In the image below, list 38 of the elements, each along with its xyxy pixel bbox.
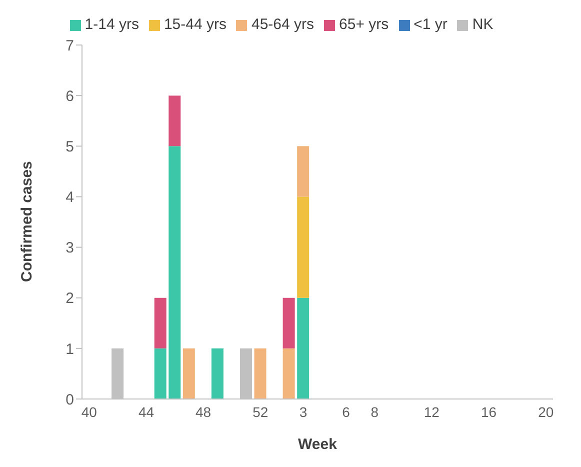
legend-label: 65+ yrs — [339, 16, 389, 33]
x-tick-label: 48 — [196, 404, 212, 420]
bar — [168, 146, 181, 399]
y-axis-title: Confirmed cases — [18, 161, 36, 282]
legend-label: 1-14 yrs — [84, 16, 139, 33]
y-tick-label: 2 — [66, 290, 74, 308]
x-axis-title: Week — [298, 436, 338, 453]
x-tick-label: 52 — [252, 404, 268, 420]
x-tick-label: 44 — [138, 404, 154, 420]
x-tick-label: 20 — [538, 404, 554, 420]
x-tick-label: 12 — [424, 404, 440, 420]
bar — [297, 146, 310, 197]
bar — [154, 348, 166, 399]
y-tick-label: 3 — [66, 240, 74, 257]
legend-label: NK — [472, 16, 494, 33]
x-tick-label: 40 — [81, 404, 98, 420]
bar — [168, 96, 181, 146]
bar — [154, 298, 166, 348]
bar — [297, 298, 310, 399]
legend-label: 15-44 yrs — [164, 16, 226, 33]
x-tick-label: 16 — [480, 404, 497, 420]
y-tick-label: 5 — [66, 138, 74, 156]
y-tick-label: 1 — [66, 340, 74, 358]
y-tick-label: 0 — [66, 391, 74, 408]
x-tick-label: 3 — [299, 404, 308, 420]
bar — [254, 348, 266, 399]
x-tick-label: 8 — [370, 404, 379, 420]
y-tick-label: 4 — [66, 189, 74, 206]
bar — [297, 196, 310, 298]
y-tick-label: 6 — [66, 88, 74, 105]
bar — [182, 348, 195, 399]
bar — [282, 348, 295, 399]
y-tick-label: 7 — [66, 37, 74, 54]
x-tick-label: 6 — [342, 404, 350, 420]
bar — [282, 298, 295, 348]
legend-label: <1 yr — [414, 16, 448, 33]
bar — [211, 348, 224, 399]
legend-label: 45-64 yrs — [251, 16, 314, 33]
